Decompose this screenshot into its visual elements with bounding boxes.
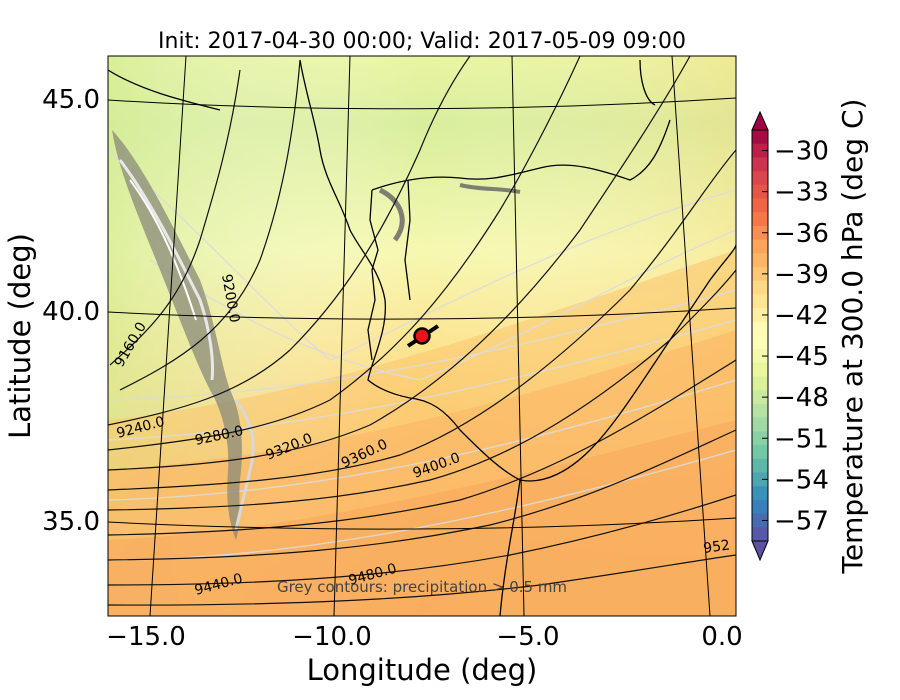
colorbar-swatch: [752, 445, 768, 460]
colorbar-tick-label: −57: [774, 506, 829, 536]
colorbar-swatch: [752, 143, 768, 158]
colorbar-tick-label: −45: [774, 342, 829, 372]
x-tick-label: −15.0: [106, 622, 186, 652]
colorbar-swatch: [752, 157, 768, 172]
map-area: 9160.0 9200.0 9240.0 9280.0 9320.0 9360.…: [108, 56, 736, 616]
latitude-line: [108, 517, 736, 530]
temperature-band: [108, 420, 736, 616]
colorbar-swatch: [752, 321, 768, 337]
y-tick-label: 40.0: [42, 297, 100, 327]
colorbar-swatch: [752, 390, 768, 405]
colorbar-swatch: [752, 267, 768, 282]
contour-label: 952: [702, 537, 731, 557]
colorbar-swatch: [752, 499, 768, 515]
colorbar-swatch: [752, 171, 768, 186]
colorbar-swatches: [752, 130, 768, 542]
chart-title: Init: 2017-04-30 00:00; Valid: 2017-05-0…: [158, 29, 686, 54]
x-axis-label: Longitude (deg): [307, 653, 538, 687]
colorbar-tick-label: −30: [774, 137, 829, 167]
colorbar-tick-label: −51: [774, 424, 829, 454]
colorbar-swatch: [752, 472, 768, 487]
colorbar-swatch: [752, 527, 768, 542]
colorbar-swatch: [752, 486, 768, 501]
graticule: [108, 56, 736, 616]
colorbar-tick-label: −54: [774, 465, 829, 495]
colorbar-swatch: [752, 198, 768, 213]
map-frame: [107, 55, 737, 617]
colorbar: −30 −33 −36 −39 −42 −45 −48 −51 −54 −57 Temperatu…: [751, 99, 869, 575]
colorbar-swatch: [752, 376, 768, 391]
y-axis-label: Latitude (deg): [3, 233, 37, 439]
colorbar-extend-bottom: [751, 540, 769, 562]
colorbar-tick-label: −36: [774, 219, 829, 249]
colorbar-swatch: [752, 417, 768, 432]
x-tick-label: 0.0: [701, 622, 742, 652]
colorbar-swatch: [752, 404, 768, 419]
colorbar-swatch: [752, 239, 768, 254]
x-axis: −15.0 −10.0 −5.0 0.0 Longitude (deg): [106, 622, 743, 687]
colorbar-tick-label: −33: [774, 178, 829, 208]
y-tick-label: 35.0: [42, 507, 100, 537]
longitude-line: [671, 56, 711, 616]
x-tick-label: −5.0: [496, 622, 559, 652]
temperature-isotherms: [108, 149, 736, 561]
colorbar-swatch: [752, 184, 768, 200]
colorbar-tick-label: −39: [774, 260, 829, 290]
latitude-line: [108, 307, 736, 320]
location-marker: [406, 324, 440, 348]
latitude-line: [108, 97, 736, 110]
x-tick-label: −10.0: [292, 622, 372, 652]
longitude-line: [333, 56, 351, 616]
colorbar-swatch: [752, 513, 768, 528]
colorbar-swatch: [752, 280, 768, 295]
colorbar-swatch: [752, 335, 768, 350]
colorbar-swatch: [752, 212, 768, 227]
colorbar-tick-label: −48: [774, 383, 829, 413]
colorbar-extend-top: [751, 110, 769, 131]
colorbar-swatch: [752, 458, 768, 474]
longitude-line: [511, 56, 525, 616]
colorbar-swatch: [752, 349, 768, 364]
colorbar-swatch: [752, 362, 768, 378]
longitude-line: [149, 56, 187, 616]
colorbar-swatch: [752, 431, 768, 446]
colorbar-swatch: [752, 308, 768, 323]
colorbar-tick-label: −42: [774, 301, 829, 331]
colorbar-label: Temperature at 300.0 hPa (deg C): [836, 99, 869, 575]
colorbar-ticks: −30 −33 −36 −39 −42 −45 −48 −51 −54 −57: [762, 137, 829, 536]
coastlines: [108, 59, 736, 616]
colorbar-swatch: [752, 225, 768, 241]
colorbar-swatch: [752, 294, 768, 309]
annotation-text: Grey contours: precipitation > 0.5 mm: [277, 578, 567, 596]
colorbar-swatch: [752, 130, 768, 145]
y-tick-label: 45.0: [42, 85, 100, 115]
y-axis: 45.0 40.0 35.0 Latitude (deg): [3, 85, 100, 537]
colorbar-swatch: [752, 253, 768, 268]
colorbar-frame: [751, 129, 769, 542]
